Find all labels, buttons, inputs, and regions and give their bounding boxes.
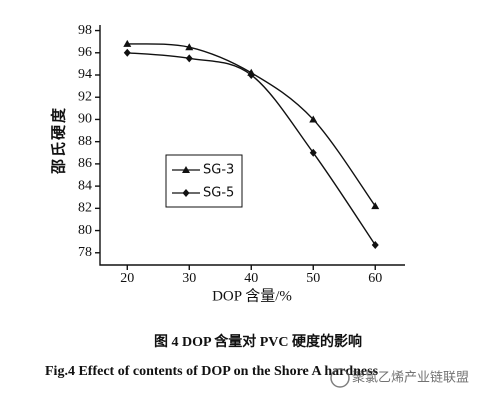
marker-triangle bbox=[309, 115, 318, 123]
watermark-icon bbox=[330, 368, 350, 388]
y-tick-label: 96 bbox=[78, 45, 92, 60]
marker-diamond bbox=[123, 48, 131, 57]
watermark: 聚氯乙烯产业链联盟 bbox=[330, 368, 469, 388]
x-axis-label: DOP 含量/% bbox=[212, 287, 292, 304]
marker-triangle bbox=[185, 43, 194, 51]
x-tick-label: 40 bbox=[244, 271, 258, 286]
marker-diamond bbox=[309, 148, 317, 157]
y-tick-label: 90 bbox=[78, 112, 92, 127]
marker-triangle bbox=[182, 166, 190, 173]
marker-triangle bbox=[371, 202, 380, 210]
watermark-text: 聚氯乙烯产业链联盟 bbox=[352, 371, 469, 386]
legend-label: SG-3 bbox=[203, 163, 234, 178]
x-tick-label: 50 bbox=[306, 271, 320, 286]
y-tick-label: 80 bbox=[78, 223, 92, 238]
y-tick-label: 98 bbox=[78, 23, 92, 38]
marker-diamond bbox=[182, 189, 190, 197]
caption-cn: 图 4 DOP 含量对 PVC 硬度的影响 bbox=[154, 333, 362, 350]
y-tick-label: 88 bbox=[78, 134, 92, 149]
marker-diamond bbox=[247, 71, 255, 79]
marker-diamond bbox=[371, 241, 379, 249]
y-tick-label: 86 bbox=[78, 156, 92, 171]
x-tick-label: 30 bbox=[182, 271, 196, 286]
y-axis-label: 邵氏硬度 bbox=[50, 106, 68, 175]
series-line bbox=[127, 52, 376, 246]
legend-label: SG-5 bbox=[203, 186, 234, 201]
y-tick-label: 78 bbox=[78, 245, 92, 260]
legend-box bbox=[165, 154, 243, 208]
marker-triangle bbox=[123, 39, 132, 47]
caption-en: Fig.4 Effect of contents of DOP on the S… bbox=[45, 364, 379, 379]
y-tick-label: 94 bbox=[78, 67, 92, 82]
y-tick-label: 84 bbox=[78, 178, 92, 193]
series-line bbox=[127, 43, 376, 207]
y-tick-label: 82 bbox=[78, 201, 92, 216]
x-tick-label: 20 bbox=[120, 271, 134, 286]
x-tick-label: 60 bbox=[368, 271, 382, 286]
axis-frame bbox=[99, 25, 405, 266]
marker-diamond bbox=[185, 54, 193, 63]
y-tick-label: 92 bbox=[78, 89, 92, 104]
